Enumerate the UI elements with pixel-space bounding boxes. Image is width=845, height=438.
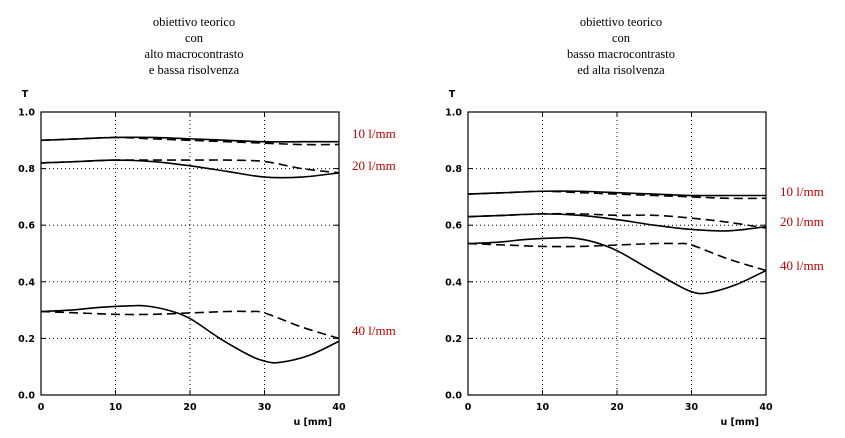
chart-title-line: alto macrocontrasto bbox=[145, 47, 244, 61]
series-line-40-l-mm-solid bbox=[467, 236, 767, 295]
series-line-40-l-mm-dashed bbox=[40, 310, 340, 340]
chart-title-line: basso macrocontrasto bbox=[567, 47, 675, 61]
series-line-10-l-mm-dashed bbox=[467, 190, 767, 200]
y-tick-label: 0.4 bbox=[445, 277, 462, 288]
y-tick-label: 0.4 bbox=[18, 277, 35, 288]
x-axis-label: u [mm] bbox=[720, 417, 759, 428]
x-tick-label: 10 bbox=[536, 402, 550, 413]
frequency-annotation: 40 l/mm bbox=[352, 323, 396, 338]
x-tick-label: 40 bbox=[759, 402, 773, 413]
y-tick-label: 1.0 bbox=[445, 108, 462, 119]
x-tick-label: 20 bbox=[610, 402, 624, 413]
frequency-annotation: 10 l/mm bbox=[780, 184, 824, 199]
x-tick-label: 0 bbox=[465, 402, 472, 413]
chart-title-line: e bassa risolvenza bbox=[149, 63, 240, 77]
y-tick-label: 0.8 bbox=[445, 164, 462, 175]
chart-1: obiettivo teorico con alto macrocontrasto e… bbox=[18, 15, 396, 428]
chart-title-line: obiettivo teorico bbox=[580, 15, 662, 29]
y-axis-label: T bbox=[22, 89, 29, 100]
x-tick-label: 10 bbox=[109, 402, 123, 413]
x-tick-label: 40 bbox=[332, 402, 346, 413]
y-tick-label: 0.2 bbox=[18, 334, 35, 345]
frequency-annotation: 20 l/mm bbox=[352, 158, 396, 173]
x-tick-label: 0 bbox=[38, 402, 45, 413]
y-tick-label: 0.8 bbox=[18, 164, 35, 175]
frequency-annotation: 40 l/mm bbox=[780, 258, 824, 273]
frequency-annotation: 10 l/mm bbox=[352, 126, 396, 141]
x-tick-label: 20 bbox=[183, 402, 197, 413]
chart-2: obiettivo teorico con basso macrocontrasto… bbox=[445, 15, 824, 428]
chart-title-line: obiettivo teorico bbox=[153, 15, 235, 29]
series-line-20-l-mm-dashed bbox=[467, 212, 767, 229]
y-axis-label: T bbox=[449, 89, 456, 100]
y-tick-label: 0.6 bbox=[18, 221, 35, 232]
x-axis-label: u [mm] bbox=[293, 417, 332, 428]
x-tick-label: 30 bbox=[258, 402, 272, 413]
y-tick-label: 0.0 bbox=[445, 391, 462, 402]
series-line-10-l-mm-dashed bbox=[40, 136, 340, 146]
y-tick-label: 0.6 bbox=[445, 221, 462, 232]
chart-title-line: ed alta risolvenza bbox=[577, 63, 665, 77]
chart-title-line: con bbox=[185, 31, 204, 45]
x-tick-label: 30 bbox=[685, 402, 699, 413]
chart-title-line: con bbox=[612, 31, 631, 45]
y-tick-label: 0.0 bbox=[18, 391, 35, 402]
y-tick-label: 0.2 bbox=[445, 334, 462, 345]
frequency-annotation: 20 l/mm bbox=[780, 214, 824, 229]
series-line-40-l-mm-solid bbox=[40, 304, 340, 364]
y-tick-label: 1.0 bbox=[18, 108, 35, 119]
series-line-40-l-mm-dashed bbox=[467, 242, 767, 272]
series-line-20-l-mm-dashed bbox=[40, 159, 340, 174]
